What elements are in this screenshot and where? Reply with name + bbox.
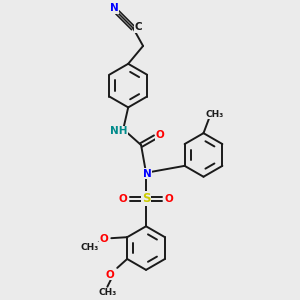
Text: O: O: [106, 270, 115, 280]
Text: S: S: [142, 192, 150, 205]
Text: CH₃: CH₃: [205, 110, 224, 119]
Text: N: N: [110, 3, 119, 13]
Text: NH: NH: [110, 126, 127, 136]
Text: C: C: [134, 22, 142, 32]
Text: O: O: [164, 194, 173, 203]
Text: N: N: [143, 169, 152, 179]
Text: CH₃: CH₃: [98, 288, 116, 297]
Text: O: O: [155, 130, 164, 140]
Text: O: O: [100, 234, 109, 244]
Text: CH₃: CH₃: [80, 243, 99, 252]
Text: O: O: [119, 194, 128, 203]
